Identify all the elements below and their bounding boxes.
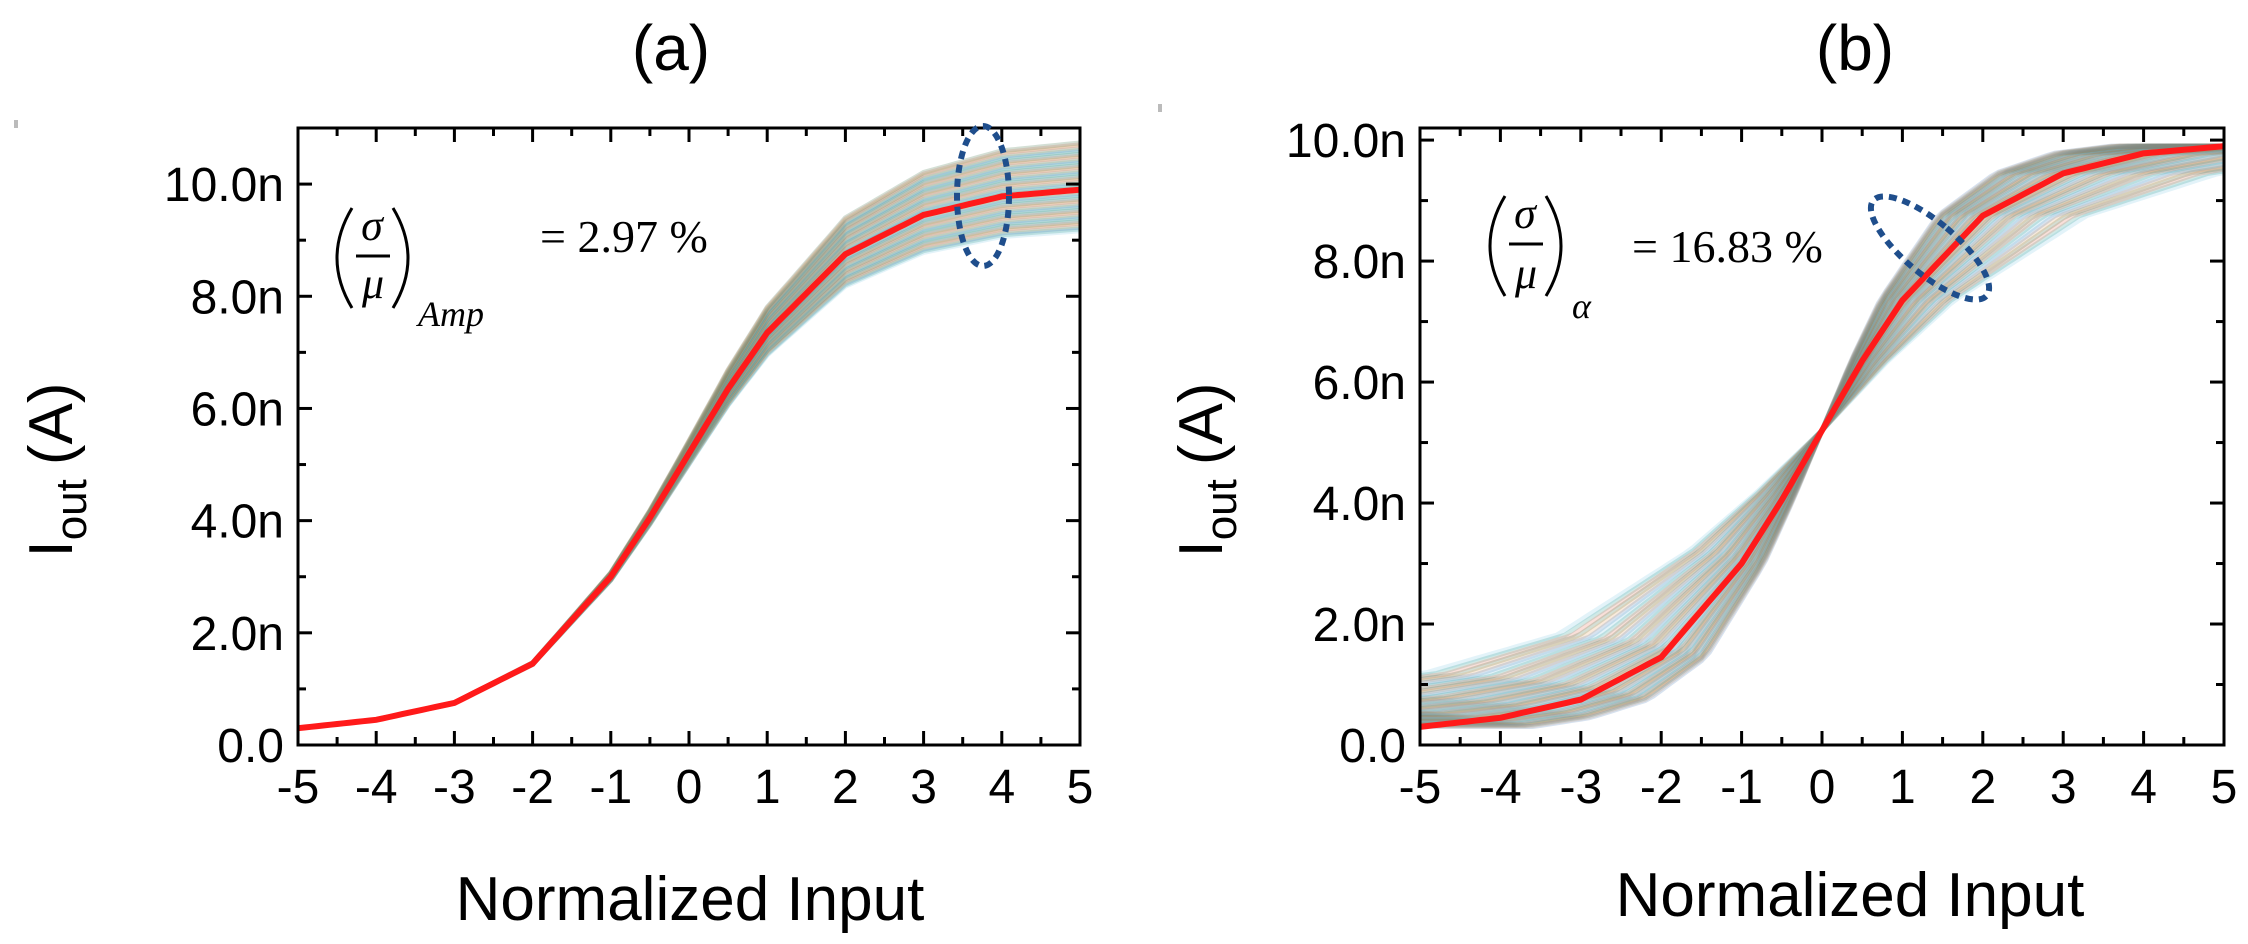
mean-curve: [297, 186, 1081, 732]
left-paren: [335, 207, 354, 309]
variation-curve: [297, 228, 1081, 731]
panel-b-ylabel-unit: (A): [1167, 382, 1236, 465]
x-tick-label: -4: [1479, 761, 1522, 814]
variation-curve: [297, 220, 1081, 731]
x-tick-label: -5: [1399, 761, 1442, 814]
x-tick-label: 0: [676, 761, 703, 814]
panel-b-label: (b): [1816, 12, 1894, 84]
variation-curve: [297, 209, 1081, 731]
y-tick-label: 4.0n: [1313, 478, 1406, 531]
y-tick-label: 0.0: [217, 720, 284, 773]
y-tick-label: 4.0n: [191, 496, 284, 549]
panel-a-corner-mark: [14, 120, 18, 128]
left-paren: [1488, 195, 1507, 297]
panel-a-ylabel-main: I: [17, 540, 86, 557]
y-tick-label: 2.0n: [191, 608, 284, 661]
x-tick-label: -5: [277, 761, 320, 814]
panel-a-ylabel-unit: (A): [17, 382, 86, 465]
panel-a-ticks: -5 -4 -3 -2 -1 0 1 2 3 4 5 0.0 2.0n 4.0n 6.0n 8.0n 10.0n: [164, 128, 1093, 814]
x-tick-label: 4: [988, 761, 1015, 814]
panel-b-xlabel: Normalized Input: [1616, 861, 2085, 930]
sigma-symbol: σ: [1514, 189, 1538, 238]
x-tick-label: 5: [2211, 761, 2238, 814]
variation-curve: [297, 211, 1081, 731]
x-tick-label: 2: [832, 761, 859, 814]
panel-b-curves: [1419, 143, 2225, 730]
x-tick-label: 3: [910, 761, 937, 814]
variation-curve: [297, 217, 1081, 731]
x-tick-label: 2: [1969, 761, 1996, 814]
variation-curve: [297, 224, 1081, 731]
panel-b-ylabel-main: I: [1167, 540, 1236, 557]
panel-b-ticks: -5 -4 -3 -2 -1 0 1 2 3 4 5 0.0 2.0n 4.0n 6.0n 8.0n 10.0n: [1286, 115, 2237, 814]
y-tick-label: 2.0n: [1313, 599, 1406, 652]
x-tick-label: 3: [2050, 761, 2077, 814]
panel-a-curves: [297, 140, 1081, 732]
y-tick-label: 10.0n: [164, 159, 284, 212]
x-tick-label: -3: [1559, 761, 1602, 814]
x-tick-label: 5: [1067, 761, 1094, 814]
panel-b: (b) -5 -4 -3 -2 -1 0 1 2 3 4 5 0.0 2.0n 4.0n 6.0n 8.0n 1…: [1167, 12, 2237, 930]
y-tick-label: 6.0n: [191, 383, 284, 436]
panel-a-annotation: σ μ Amp = 2.97 %: [335, 201, 708, 334]
panel-b-annotation: σ μ α = 16.83 %: [1488, 189, 1823, 326]
y-tick-label: 8.0n: [191, 271, 284, 324]
x-tick-label: 1: [1889, 761, 1916, 814]
x-tick-label: -3: [433, 761, 476, 814]
panel-a-highlight-ellipse: [954, 123, 1012, 269]
panel-b-highlight-ellipse: [1867, 193, 1993, 303]
mu-symbol: μ: [361, 259, 384, 308]
panel-a-xlabel: Normalized Input: [456, 865, 925, 934]
cv-value: = 16.83 %: [1632, 221, 1823, 272]
variation-curve: [297, 207, 1081, 731]
panel-a-ylabel: Iout (A): [17, 382, 96, 557]
mean-curve: [1419, 143, 2225, 730]
panel-a-ylabel-sub: out: [47, 479, 96, 540]
x-tick-label: -4: [355, 761, 398, 814]
y-tick-label: 0.0: [1339, 720, 1406, 773]
variation-curve: [297, 226, 1081, 731]
y-tick-label: 8.0n: [1313, 236, 1406, 289]
variation-curve: [297, 213, 1081, 731]
subscript-alpha: α: [1572, 286, 1592, 326]
cv-value: = 2.97 %: [540, 211, 708, 262]
subscript-amp: Amp: [416, 294, 484, 334]
variation-curve: [297, 215, 1081, 731]
x-tick-label: 1: [754, 761, 781, 814]
panel-b-corner-mark: [1158, 104, 1162, 112]
y-tick-label: 10.0n: [1286, 115, 1406, 168]
x-tick-label: -2: [511, 761, 554, 814]
x-tick-label: -1: [589, 761, 632, 814]
variation-curve: [297, 219, 1081, 731]
x-tick-label: -1: [1720, 761, 1763, 814]
panel-a: (a) -5 -4 -3 -2 -1 0 1 2 3 4 5 0.0 2.0n 4.0n 6.0n 8.0n 1…: [17, 12, 1093, 934]
panel-b-ylabel-sub: out: [1197, 479, 1246, 540]
sigma-symbol: σ: [361, 201, 385, 250]
x-tick-label: -2: [1640, 761, 1683, 814]
right-paren: [391, 207, 410, 309]
x-tick-label: 0: [1809, 761, 1836, 814]
panel-b-ylabel: Iout (A): [1167, 382, 1246, 557]
panel-a-label: (a): [632, 12, 710, 84]
variation-curve: [297, 222, 1081, 731]
y-tick-label: 6.0n: [1313, 357, 1406, 410]
x-tick-label: 4: [2130, 761, 2157, 814]
right-paren: [1544, 195, 1563, 297]
mu-symbol: μ: [1514, 249, 1537, 298]
